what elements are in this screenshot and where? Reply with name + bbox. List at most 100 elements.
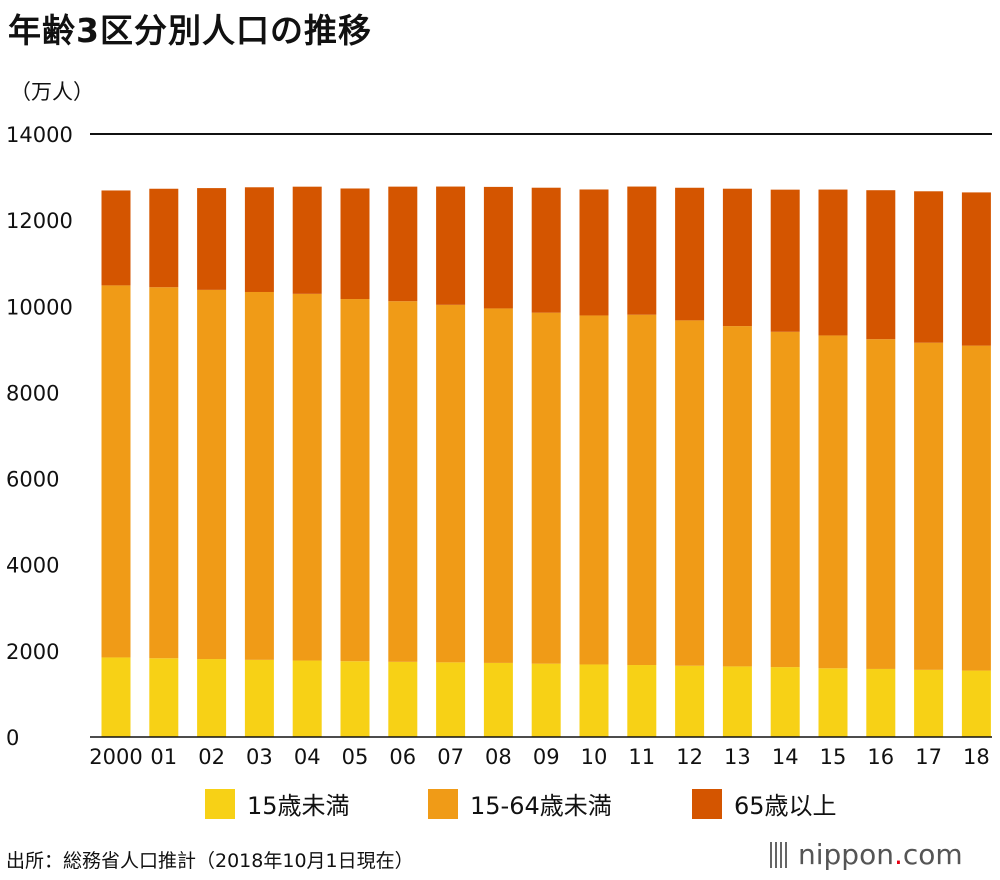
bar-segment-65plus bbox=[101, 190, 131, 286]
bar-segment-65plus bbox=[675, 187, 705, 321]
brand-dot: . bbox=[893, 838, 903, 871]
x-tick-label: 02 bbox=[198, 745, 225, 769]
legend-label-65-plus: 65歳以上 bbox=[734, 792, 837, 820]
bar-segment-under15 bbox=[722, 666, 752, 737]
bar-segment-15to64 bbox=[818, 335, 848, 669]
stacked-bar-chart: 0 2000 4000 6000 8000 10000 12000 14000 2000 01 02… bbox=[6, 123, 992, 769]
x-tick-label: 09 bbox=[533, 745, 560, 769]
y-tick-label: 4000 bbox=[6, 554, 59, 578]
bar-segment-under15 bbox=[914, 669, 944, 737]
x-tick-label: 04 bbox=[294, 745, 321, 769]
bar-segment-15to64 bbox=[961, 345, 991, 671]
bar-segment-65plus bbox=[340, 188, 370, 300]
x-tick-label: 13 bbox=[724, 745, 751, 769]
bar-segment-65plus bbox=[197, 188, 227, 290]
bar-segment-under15 bbox=[866, 668, 896, 737]
x-tick-label: 11 bbox=[628, 745, 655, 769]
bar-segment-under15 bbox=[388, 661, 418, 737]
bar-segment-under15 bbox=[483, 662, 513, 737]
x-tick-label: 07 bbox=[437, 745, 464, 769]
bar-segment-15to64 bbox=[722, 326, 752, 667]
bar-segment-15to64 bbox=[914, 342, 944, 670]
bar-segment-65plus bbox=[770, 189, 800, 332]
x-tick-label: 06 bbox=[389, 745, 416, 769]
bar-segment-under15 bbox=[818, 668, 848, 737]
bar-segment-15to64 bbox=[197, 289, 227, 660]
bar-segment-15to64 bbox=[675, 320, 705, 666]
x-tick-label: 2000 bbox=[89, 745, 142, 769]
x-tick-label: 14 bbox=[772, 745, 799, 769]
legend-swatch-under-15 bbox=[205, 788, 235, 819]
bar-segment-65plus bbox=[818, 189, 848, 336]
bar-segment-under15 bbox=[149, 658, 179, 737]
bar-segment-15to64 bbox=[101, 285, 131, 658]
bar-segment-15to64 bbox=[149, 287, 179, 659]
y-tick-label: 8000 bbox=[6, 381, 59, 405]
y-tick-label: 14000 bbox=[6, 123, 73, 147]
y-tick-label: 0 bbox=[6, 726, 19, 750]
y-tick-label: 6000 bbox=[6, 468, 59, 492]
brand-mark-icon bbox=[770, 841, 790, 868]
x-tick-label: 17 bbox=[915, 745, 942, 769]
y-tick-label: 10000 bbox=[6, 295, 73, 319]
y-axis-unit-label: （万人） bbox=[10, 80, 94, 104]
bar-segment-15to64 bbox=[340, 299, 370, 662]
x-tick-label: 05 bbox=[342, 745, 369, 769]
bar-segment-65plus bbox=[627, 186, 657, 315]
legend-swatch-15-64 bbox=[428, 788, 458, 819]
bar-segment-under15 bbox=[531, 663, 561, 737]
bar-segment-15to64 bbox=[531, 312, 561, 664]
bar-segment-65plus bbox=[436, 186, 466, 305]
legend-swatch-65-plus bbox=[692, 788, 722, 819]
bar-segment-under15 bbox=[770, 667, 800, 737]
legend-label-15-64: 15-64歳未満 bbox=[470, 792, 612, 820]
bar-segment-65plus bbox=[531, 187, 561, 313]
bar-segment-15to64 bbox=[436, 304, 466, 663]
x-tick-label: 16 bbox=[867, 745, 894, 769]
bar-segment-under15 bbox=[627, 665, 657, 737]
bar-segment-15to64 bbox=[483, 308, 513, 663]
bar-segment-under15 bbox=[340, 661, 370, 737]
bar-segment-under15 bbox=[244, 659, 274, 737]
brand-suffix: com bbox=[902, 838, 963, 871]
x-tick-label: 12 bbox=[676, 745, 703, 769]
bar-segment-65plus bbox=[292, 186, 322, 294]
bar-segment-under15 bbox=[675, 665, 705, 737]
x-tick-label: 03 bbox=[246, 745, 273, 769]
x-tick-label: 01 bbox=[150, 745, 177, 769]
bar-segment-65plus bbox=[579, 189, 609, 316]
bar-segment-under15 bbox=[101, 657, 131, 737]
y-tick-label: 12000 bbox=[6, 209, 73, 233]
x-tick-label: 08 bbox=[485, 745, 512, 769]
bar-segment-under15 bbox=[961, 670, 991, 737]
bar-segment-15to64 bbox=[866, 339, 896, 669]
bar-segment-65plus bbox=[866, 190, 896, 340]
bar-segment-65plus bbox=[961, 192, 991, 346]
legend-item-under-15: 15歳未満 bbox=[205, 786, 350, 821]
bar-segment-under15 bbox=[436, 662, 466, 737]
y-tick-label: 2000 bbox=[6, 640, 59, 664]
bar-segment-under15 bbox=[197, 659, 227, 737]
chart-title: 年齢3区分別人口の推移 bbox=[8, 11, 372, 50]
legend: 15歳未満 15-64歳未満 65歳以上 bbox=[0, 786, 1000, 820]
bar-segment-65plus bbox=[483, 186, 513, 309]
bar-segment-under15 bbox=[579, 664, 609, 737]
x-tick-label: 18 bbox=[963, 745, 990, 769]
x-tick-label: 10 bbox=[581, 745, 608, 769]
bar-segment-15to64 bbox=[244, 291, 274, 660]
bar-segment-65plus bbox=[388, 186, 418, 302]
brand-logo: nippon. com bbox=[770, 838, 963, 871]
bar-segment-15to64 bbox=[627, 314, 657, 666]
bar-segment-65plus bbox=[244, 187, 274, 292]
bar-segment-15to64 bbox=[292, 293, 322, 661]
bar-segment-15to64 bbox=[770, 331, 800, 668]
bar-segment-65plus bbox=[914, 191, 944, 343]
legend-item-65-plus: 65歳以上 bbox=[692, 786, 837, 821]
bar-segment-15to64 bbox=[388, 301, 418, 662]
bar-segment-65plus bbox=[149, 188, 179, 288]
legend-item-15-64: 15-64歳未満 bbox=[428, 786, 612, 821]
bar-segment-65plus bbox=[722, 188, 752, 327]
x-tick-label: 15 bbox=[820, 745, 847, 769]
source-note: 出所：総務省人口推計（2018年10月1日現在） bbox=[6, 850, 414, 872]
brand-name: nippon bbox=[798, 838, 894, 871]
